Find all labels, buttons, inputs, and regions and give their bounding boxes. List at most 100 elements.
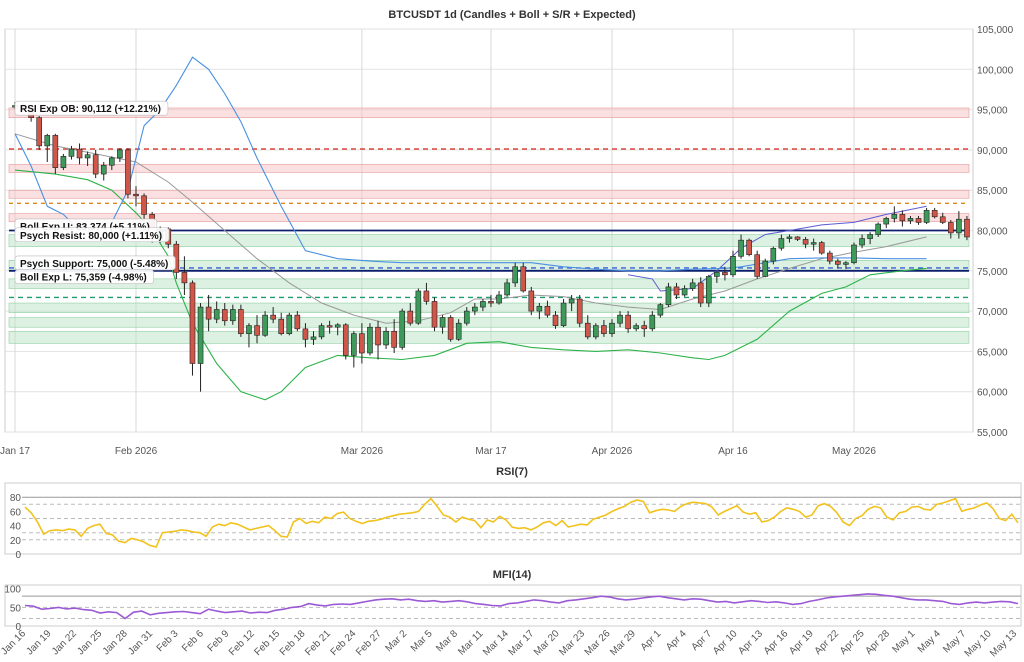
candle-up <box>367 326 373 354</box>
candle-down <box>181 272 188 284</box>
candle-down <box>302 328 309 340</box>
price-x-tick-label: Apr 16 <box>718 446 748 457</box>
candle-down <box>899 214 906 222</box>
candle-up <box>496 294 502 304</box>
candle-up <box>318 325 325 338</box>
candle-down <box>238 309 244 334</box>
resistance-band <box>8 189 970 199</box>
candle-down <box>601 325 607 334</box>
resistance-band <box>8 164 970 173</box>
candle-up <box>609 322 615 334</box>
mfi-x-tick-label: Jan 16 <box>0 628 28 657</box>
candle-up <box>665 286 672 305</box>
candle-down <box>826 252 833 262</box>
candle-up <box>536 305 543 312</box>
annotation-label: Boll Exp U: 83,374 (+5.11%) <box>20 222 150 233</box>
candle-down <box>125 149 131 195</box>
candle-up <box>262 314 268 336</box>
annotation-label: Psych Support: 75,000 (-5.48%) <box>20 259 168 270</box>
candle-down <box>391 330 397 348</box>
candle-down <box>802 239 809 245</box>
candle-down <box>359 333 365 354</box>
candle-up <box>859 238 865 246</box>
candle-down <box>205 306 212 320</box>
candle-down <box>722 272 728 276</box>
candle-up <box>956 218 962 234</box>
candle-down <box>528 290 535 312</box>
candle-up <box>463 310 470 324</box>
mfi-x-tick-label: Mar 5 <box>409 628 435 654</box>
support-band <box>8 317 970 328</box>
candle-down <box>915 218 922 223</box>
resistance-band <box>8 213 970 222</box>
candle-up <box>617 314 623 324</box>
mfi-x-tick-label: May 10 <box>963 628 994 659</box>
mfi-x-tick-label: Jan 19 <box>25 628 54 657</box>
mfi-x-tick-label: Mar 11 <box>456 628 486 658</box>
candle-up <box>512 266 518 284</box>
candle-down <box>576 298 583 324</box>
mfi-x-tick-label: Mar 17 <box>507 628 537 658</box>
candle-down <box>544 305 551 316</box>
resistance-band <box>8 107 970 118</box>
mfi-x-tick-label: Apr 16 <box>762 628 791 657</box>
mfi-x-tick-label: Feb 12 <box>227 628 257 658</box>
y-tick-label: 60 <box>10 507 22 518</box>
candle-up <box>84 154 91 159</box>
mfi-x-tick-label: May 4 <box>916 628 943 655</box>
mfi-x-tick-label: Jan 31 <box>126 628 155 657</box>
mfi-x-tick-label: Apr 4 <box>664 628 689 653</box>
candle-up <box>770 247 777 262</box>
candle-down <box>221 309 228 322</box>
candle-up <box>810 242 817 245</box>
candle-down <box>189 282 196 364</box>
bollinger-lower-line <box>14 169 927 401</box>
candle-up <box>246 325 252 334</box>
candle-down <box>520 266 527 292</box>
candle-up <box>286 314 293 334</box>
candle-up <box>560 302 567 326</box>
price-x-tick-label: Apr 2026 <box>592 446 633 457</box>
y-tick-label: 50 <box>10 603 22 614</box>
candle-up <box>310 336 317 340</box>
candle-up <box>883 218 890 225</box>
bollinger-upper-line <box>628 205 927 292</box>
annotation-label: RSI Exp OB: 90,112 (+12.21%) <box>20 104 161 115</box>
price-y-tick-label: 90,000 <box>977 146 1008 157</box>
price-y-tick-label: 80,000 <box>977 227 1008 238</box>
annotation-box <box>14 100 169 116</box>
rsi-series <box>24 497 1019 548</box>
candle-up <box>907 218 914 222</box>
candle-up <box>480 301 486 308</box>
candle-down <box>947 222 954 234</box>
candle-up <box>762 260 769 277</box>
candle-up <box>714 272 720 277</box>
mfi-x-tick-label: Feb 18 <box>278 628 308 658</box>
candle-up <box>681 288 688 296</box>
candle-down <box>939 216 946 223</box>
candle-down <box>746 239 752 255</box>
candle-up <box>230 309 236 322</box>
price-y-tick-label: 60,000 <box>977 388 1008 399</box>
candle-up <box>738 239 744 257</box>
candle-down <box>673 286 680 296</box>
candle-down <box>447 317 454 340</box>
mfi-x-tick-label: Apr 25 <box>838 628 867 657</box>
rsi-y-axis: 0 20 40 60 80 <box>10 493 22 561</box>
candle-up <box>117 149 123 159</box>
candle-down <box>431 301 438 328</box>
annotation-box <box>14 227 170 243</box>
annotation-label: Boll Exp L: 75,359 (-4.98%) <box>20 273 147 284</box>
mfi-x-tick-label: May 13 <box>988 628 1019 659</box>
candle-down <box>641 325 648 330</box>
candle-down <box>342 324 349 356</box>
candle-down <box>931 210 938 218</box>
price-y-tick-label: 75,000 <box>977 267 1008 278</box>
candle-up <box>455 322 462 340</box>
price-x-axis: Jan 17 Feb 2026 Mar 2026 Mar 17 Apr 2026 Apr … <box>0 446 876 457</box>
candle-down <box>794 236 801 240</box>
candle-up <box>593 325 599 338</box>
mfi-x-tick-label: Apr 22 <box>813 628 842 657</box>
support-band <box>8 278 970 289</box>
